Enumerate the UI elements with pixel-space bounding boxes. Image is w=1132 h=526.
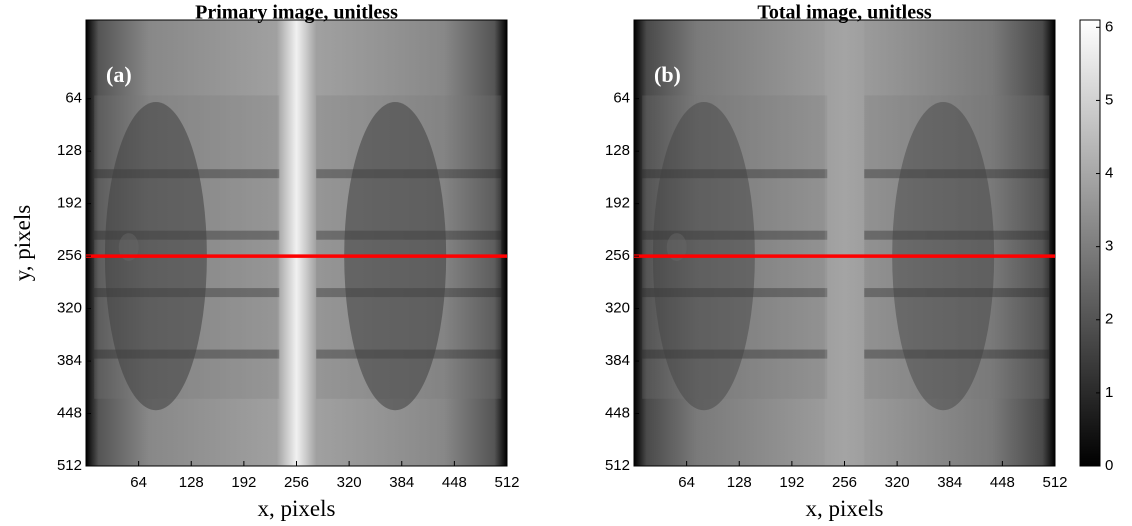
image-background	[634, 20, 1055, 466]
x-tick-label: 128	[179, 474, 204, 491]
x-tick-label: 512	[494, 474, 519, 491]
colorbar	[1079, 19, 1101, 467]
x-tick-label: 64	[130, 474, 147, 491]
y-tick-label: 448	[57, 404, 82, 421]
stripe	[642, 288, 828, 298]
y-axis-label: y, pixels	[10, 205, 35, 281]
y-tick-label: 256	[57, 247, 82, 264]
x-tick-label: 256	[832, 474, 857, 491]
panel-label: (a)	[106, 62, 132, 87]
cylinder	[864, 95, 1050, 399]
panel-label: (b)	[654, 62, 681, 87]
x-tick-label: 128	[727, 474, 752, 491]
chart-title: Total image, unitless	[757, 2, 931, 24]
x-tick-label: 448	[990, 474, 1015, 491]
colorbar-tick-label: 0	[1105, 457, 1113, 474]
stripe	[642, 349, 828, 359]
colorbar-tick-label: 6	[1105, 18, 1113, 35]
stripe	[864, 288, 1050, 298]
y-tick-label: 384	[57, 352, 82, 369]
y-tick-label: 448	[605, 404, 630, 421]
y-tick-label: 128	[605, 142, 630, 159]
colorbar-tick-label: 1	[1105, 384, 1113, 401]
x-tick-label: 384	[937, 474, 962, 491]
insert	[118, 233, 139, 262]
center-strip	[824, 20, 865, 466]
y-tick-label: 256	[605, 247, 630, 264]
x-tick-label: 320	[337, 474, 362, 491]
x-tick-label: 256	[284, 474, 309, 491]
insert	[666, 233, 687, 262]
stripe	[864, 349, 1050, 359]
stripe	[642, 230, 828, 240]
x-tick-label: 320	[885, 474, 910, 491]
x-tick-label: 64	[678, 474, 695, 491]
y-tick-label: 128	[57, 142, 82, 159]
x-tick-label: 512	[1042, 474, 1067, 491]
center-strip	[276, 20, 317, 466]
x-tick-label: 192	[231, 474, 256, 491]
y-tick-label: 320	[605, 300, 630, 317]
y-tick-label: 64	[65, 90, 82, 107]
y-tick-label: 64	[613, 90, 630, 107]
colorbar-tick-label: 2	[1105, 311, 1113, 328]
image	[634, 20, 1055, 466]
colorbar-tick-label: 4	[1105, 165, 1113, 182]
colorbar-tick-label: 5	[1105, 91, 1113, 108]
image	[86, 20, 507, 466]
x-tick-label: 448	[442, 474, 467, 491]
y-tick-label: 192	[57, 195, 82, 212]
colorbar-tick-label: 3	[1105, 238, 1113, 255]
x-tick-label: 384	[389, 474, 414, 491]
x-axis-label: x, pixels	[258, 496, 336, 521]
x-axis-label: x, pixels	[806, 496, 884, 521]
stripe	[864, 230, 1050, 240]
y-tick-label: 192	[605, 195, 630, 212]
y-tick-label: 320	[57, 300, 82, 317]
chart-title: Primary image, unitless	[195, 2, 398, 24]
y-tick-label: 512	[57, 457, 82, 474]
y-tick-label: 512	[605, 457, 630, 474]
x-tick-label: 192	[779, 474, 804, 491]
stripe	[864, 169, 1050, 179]
y-tick-label: 384	[605, 352, 630, 369]
stripe	[642, 169, 828, 179]
